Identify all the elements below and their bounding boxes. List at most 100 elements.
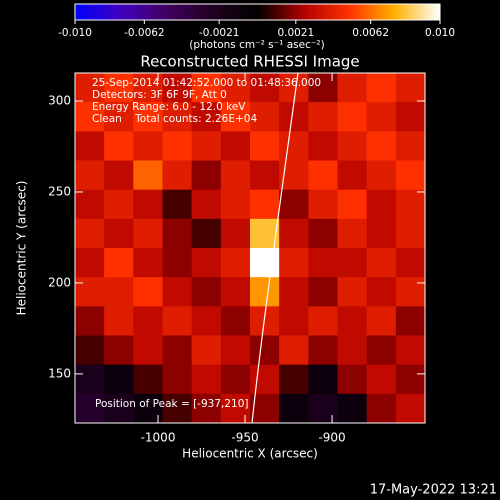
- heat-cell: [279, 335, 309, 366]
- heat-cell: [220, 218, 251, 249]
- heat-cell: [191, 306, 222, 336]
- heat-cell: [279, 102, 309, 132]
- heat-cell: [308, 218, 338, 249]
- chart-title: Reconstructed RHESSI Image: [140, 53, 359, 71]
- heat-cell: [366, 364, 397, 395]
- heat-cell: [395, 160, 425, 191]
- heat-cell: [191, 160, 222, 191]
- heat-cell: [337, 131, 368, 161]
- heat-cell: [133, 218, 163, 249]
- colorbar-label: (photons cm⁻² s⁻¹ asec⁻²): [189, 39, 324, 51]
- plot-frame: [74, 72, 426, 424]
- heat-cell: [75, 248, 105, 278]
- heat-cell: [104, 160, 134, 191]
- heat-cell: [366, 335, 397, 366]
- heat-cell: [133, 160, 163, 191]
- heat-cell: [162, 218, 193, 249]
- heat-cell: [191, 102, 222, 132]
- heat-cell: [366, 73, 397, 103]
- heat-cell: [191, 393, 222, 423]
- heat-cell: [75, 73, 105, 103]
- heat-cell: [162, 189, 193, 220]
- heat-cell: [162, 160, 193, 191]
- y-tick-label: 300: [48, 94, 71, 108]
- heat-cell: [395, 102, 425, 132]
- heat-cell: [133, 248, 163, 278]
- heat-cell: [395, 189, 425, 220]
- heat-cell: [366, 160, 397, 191]
- heat-cell: [162, 393, 193, 423]
- heat-cell: [191, 131, 222, 161]
- heat-cell: [220, 131, 251, 161]
- peak-label: Position of Peak = [-937,210]: [95, 398, 249, 410]
- heat-cell: [250, 73, 280, 103]
- heat-cell: [395, 393, 425, 423]
- colorbar-tick-label: 0.0062: [352, 27, 389, 39]
- heat-cell: [191, 277, 222, 307]
- heat-cell: [75, 102, 105, 132]
- heat-cell: [104, 73, 134, 103]
- heat-cell: [366, 393, 397, 423]
- heat-cell: [337, 102, 368, 132]
- heat-cell: [191, 248, 222, 278]
- heat-cell: [220, 248, 251, 278]
- heat-cell: [162, 131, 193, 161]
- heat-cell: [191, 335, 222, 366]
- y-tick-label: 150: [48, 366, 71, 380]
- heat-cell: [220, 160, 251, 191]
- heat-cell: [250, 131, 280, 161]
- heat-cell: [250, 189, 280, 220]
- heat-cell: [104, 393, 134, 423]
- heat-cell: [133, 306, 163, 336]
- heat-cell: [191, 364, 222, 395]
- heat-cell: [366, 189, 397, 220]
- heat-cell: [75, 393, 105, 423]
- heat-cell: [104, 277, 134, 307]
- heat-cell: [162, 248, 193, 278]
- heat-cell: [308, 102, 338, 132]
- heat-cell: [133, 364, 163, 395]
- heat-cell: [366, 248, 397, 278]
- heat-cell: [395, 73, 425, 103]
- heat-cell: [162, 73, 193, 103]
- heat-cell: [366, 306, 397, 336]
- y-tick-label: 250: [48, 184, 71, 198]
- heatmap: [75, 73, 425, 423]
- heat-cell: [75, 277, 105, 307]
- heat-cell: [308, 306, 338, 336]
- heat-cell: [308, 160, 338, 191]
- colorbar-tick-label: -0.0021: [199, 27, 240, 39]
- heat-cell: [104, 364, 134, 395]
- heat-cell: [104, 189, 134, 220]
- x-tick-label: -900: [318, 431, 345, 445]
- heat-cell: [366, 102, 397, 132]
- heat-cell: [250, 364, 280, 395]
- heat-cell: [191, 189, 222, 220]
- heat-cell: [308, 277, 338, 307]
- heat-cell: [279, 189, 309, 220]
- heat-cell: [220, 102, 251, 132]
- colorbar-tick-label: -0.0062: [124, 27, 165, 39]
- heat-cell: [337, 248, 368, 278]
- heat-cell: [220, 364, 251, 395]
- heat-cell: [133, 335, 163, 366]
- annotation: Detectors: 3F 6F 9F, Att 0: [92, 89, 227, 101]
- heat-cell: [133, 131, 163, 161]
- heat-cell: [279, 364, 309, 395]
- heat-cell: [250, 160, 280, 191]
- heat-cell: [279, 218, 309, 249]
- heat-cell: [220, 335, 251, 366]
- heat-cell: [162, 335, 193, 366]
- heat-cell: [220, 189, 251, 220]
- heat-cell: [337, 189, 368, 220]
- heat-cell: [337, 277, 368, 307]
- heat-cell: [75, 189, 105, 220]
- y-axis-label: Heliocentric Y (arcsec): [15, 181, 29, 316]
- x-tick-label: -950: [231, 431, 258, 445]
- heat-cell: [279, 277, 309, 307]
- heat-cell: [162, 277, 193, 307]
- heat-cell: [133, 277, 163, 307]
- heat-cell: [250, 277, 280, 307]
- heat-cell: [250, 102, 280, 132]
